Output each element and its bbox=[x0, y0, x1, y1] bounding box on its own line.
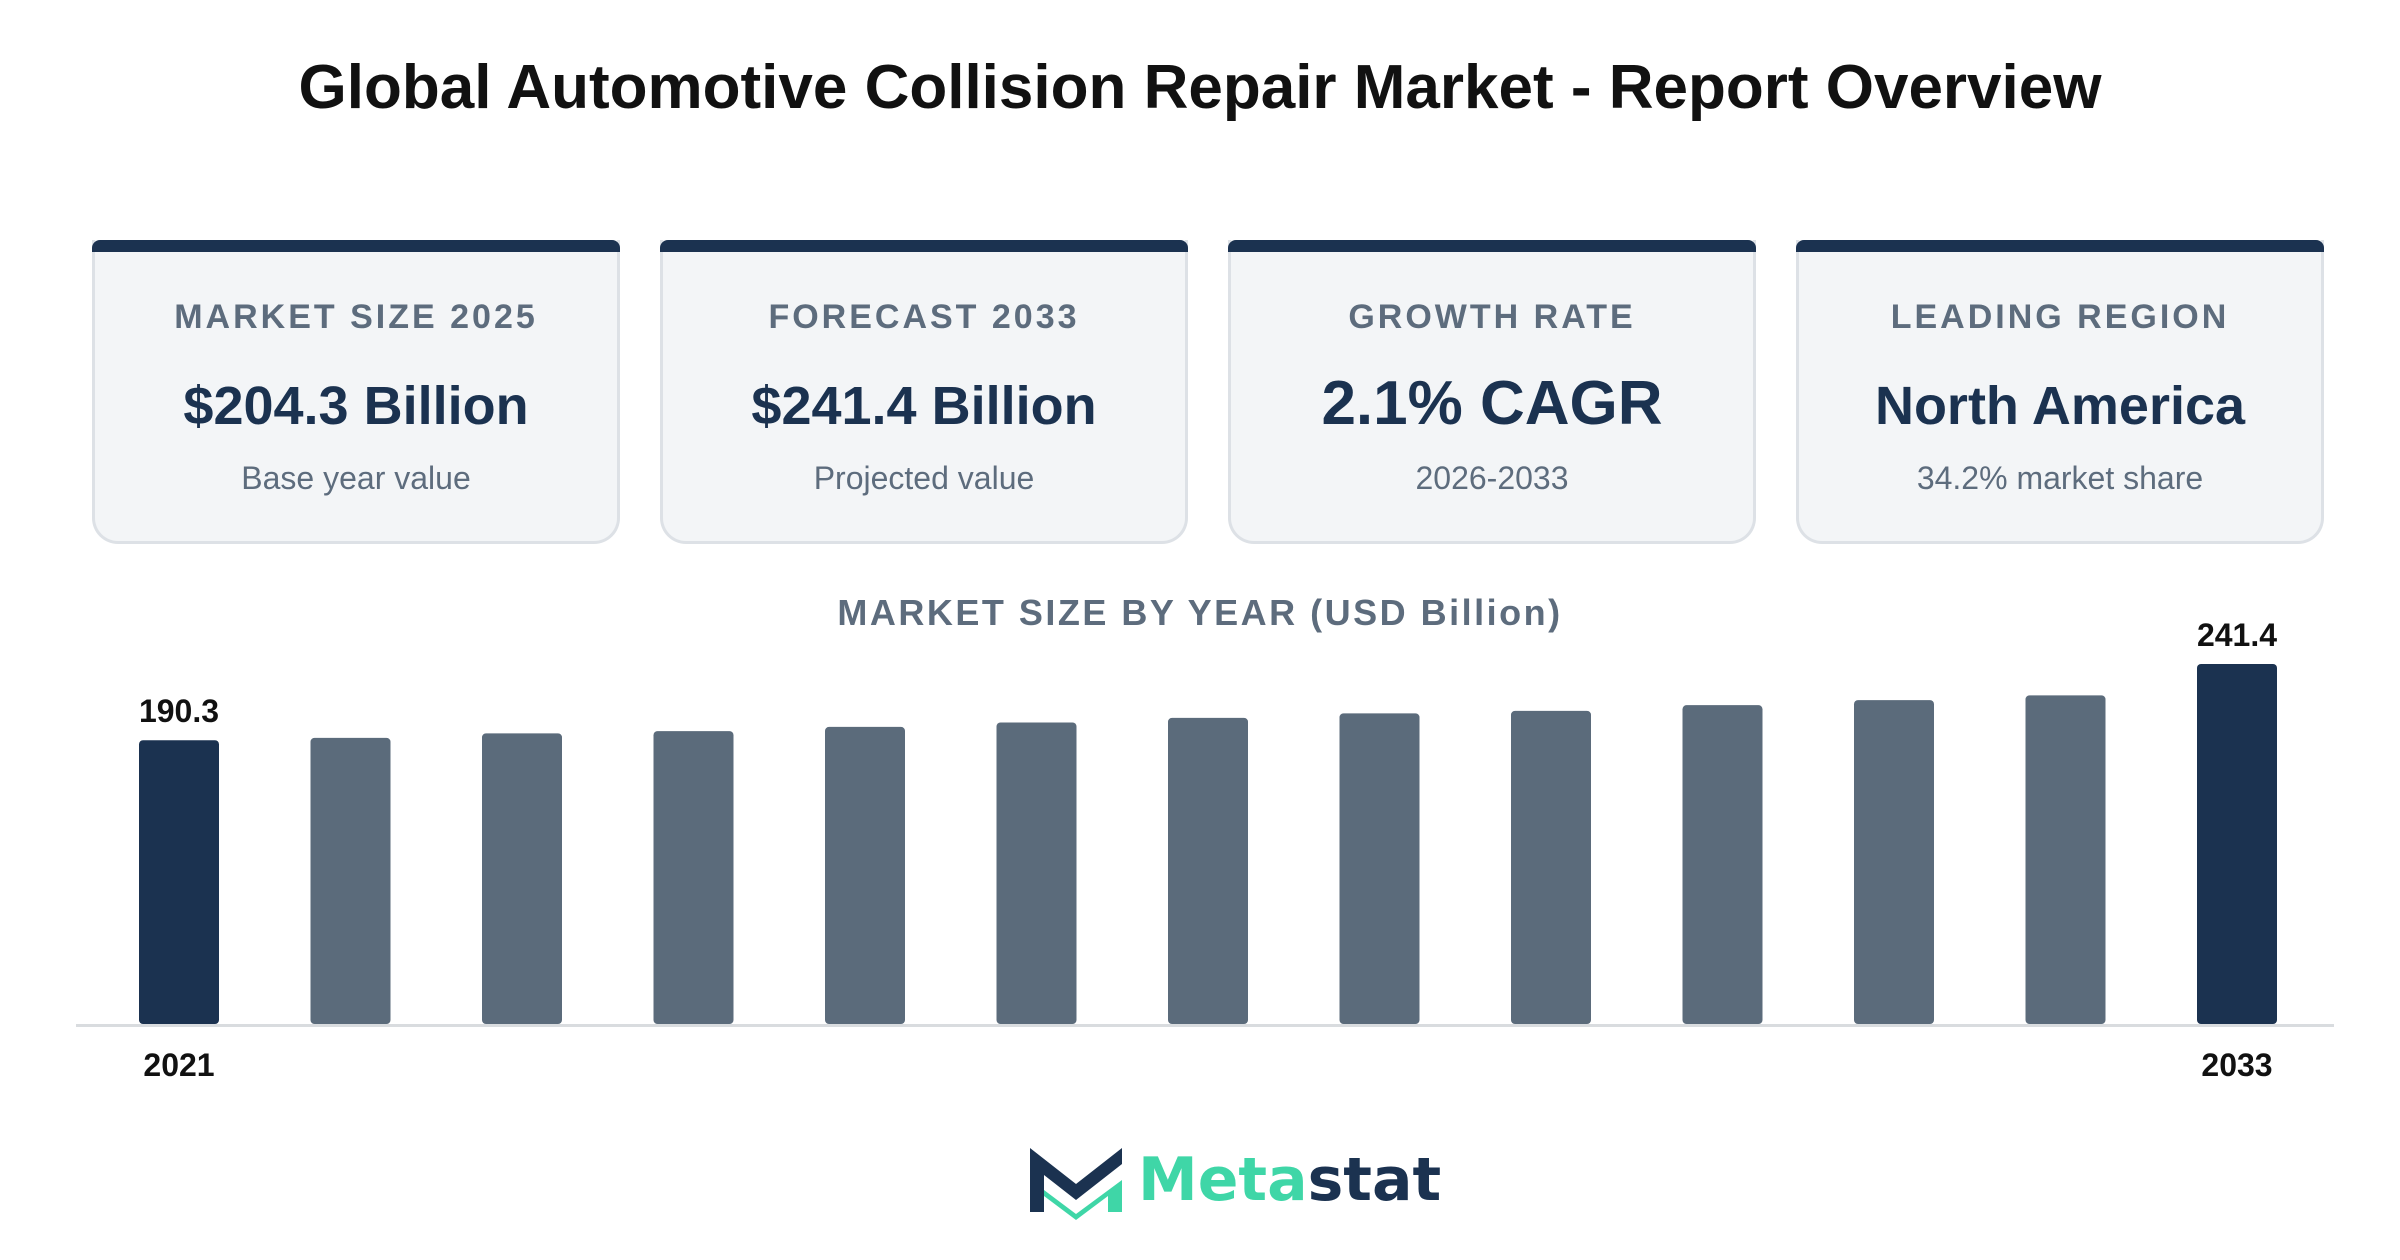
x-tick-label-2033: 2033 bbox=[2201, 1047, 2272, 1083]
card-subtext: Base year value bbox=[241, 460, 471, 496]
bar-2022 bbox=[310, 737, 391, 1024]
card-label: GROWTH RATE bbox=[1348, 298, 1636, 336]
bar-2025 bbox=[825, 726, 905, 1024]
card-label: LEADING REGION bbox=[1890, 298, 2230, 336]
card-subtext: 2026-2033 bbox=[1415, 460, 1569, 496]
card-accent-bar bbox=[1796, 240, 2324, 252]
data-label-2033: 241.4 bbox=[2197, 617, 2277, 653]
bar-chart: 190.3 2021 241.4 2033 bbox=[76, 617, 2334, 1083]
card-accent-bar bbox=[1228, 240, 1756, 252]
bar-2023 bbox=[482, 733, 562, 1024]
page-title: Global Automotive Collision Repair Marke… bbox=[298, 53, 2102, 122]
card-label: FORECAST 2033 bbox=[768, 298, 1080, 336]
bar-2021 bbox=[139, 740, 219, 1024]
x-tick-label-2021: 2021 bbox=[143, 1047, 214, 1083]
logo-text-meta: Meta bbox=[1138, 1145, 1308, 1215]
card-value: North America bbox=[1874, 376, 2246, 436]
metastat-logo: Metastat bbox=[1026, 1140, 1441, 1220]
chart-title: MARKET SIZE BY YEAR (USD Billion) bbox=[837, 592, 1563, 633]
data-label-2021: 190.3 bbox=[139, 693, 219, 729]
bar-2033 bbox=[2197, 664, 2277, 1024]
summary-cards: MARKET SIZE 2025 $204.3 Billion Base yea… bbox=[92, 240, 2324, 544]
bar-2029 bbox=[1511, 710, 1591, 1024]
bar-2026 bbox=[996, 722, 1077, 1024]
bar-2031 bbox=[1854, 700, 1934, 1024]
logo-text-stat: stat bbox=[1307, 1145, 1442, 1215]
card-subtext: Projected value bbox=[813, 460, 1035, 496]
card-value: $204.3 Billion bbox=[183, 376, 529, 436]
card-market-size: MARKET SIZE 2025 $204.3 Billion Base yea… bbox=[92, 240, 620, 544]
bar-2030 bbox=[1682, 705, 1763, 1024]
bar-2032 bbox=[2025, 695, 2106, 1024]
card-forecast: FORECAST 2033 $241.4 Billion Projected v… bbox=[660, 240, 1188, 544]
card-label: MARKET SIZE 2025 bbox=[174, 298, 538, 336]
bar-2027 bbox=[1168, 717, 1248, 1024]
bar-2028 bbox=[1339, 713, 1420, 1024]
card-accent-bar bbox=[660, 240, 1188, 252]
metastat-logo-wordmark: Metastat bbox=[1138, 1145, 1441, 1215]
card-accent-bar bbox=[92, 240, 620, 252]
bar-2024 bbox=[653, 731, 734, 1024]
card-value: 2.1% CAGR bbox=[1321, 369, 1663, 438]
card-value: $241.4 Billion bbox=[751, 376, 1097, 436]
card-subtext: 34.2% market share bbox=[1916, 460, 2204, 496]
metastat-logo-icon bbox=[1030, 1148, 1122, 1220]
card-leading-region: LEADING REGION North America 34.2% marke… bbox=[1796, 240, 2324, 544]
card-growth-rate: GROWTH RATE 2.1% CAGR 2026-2033 bbox=[1228, 240, 1756, 544]
